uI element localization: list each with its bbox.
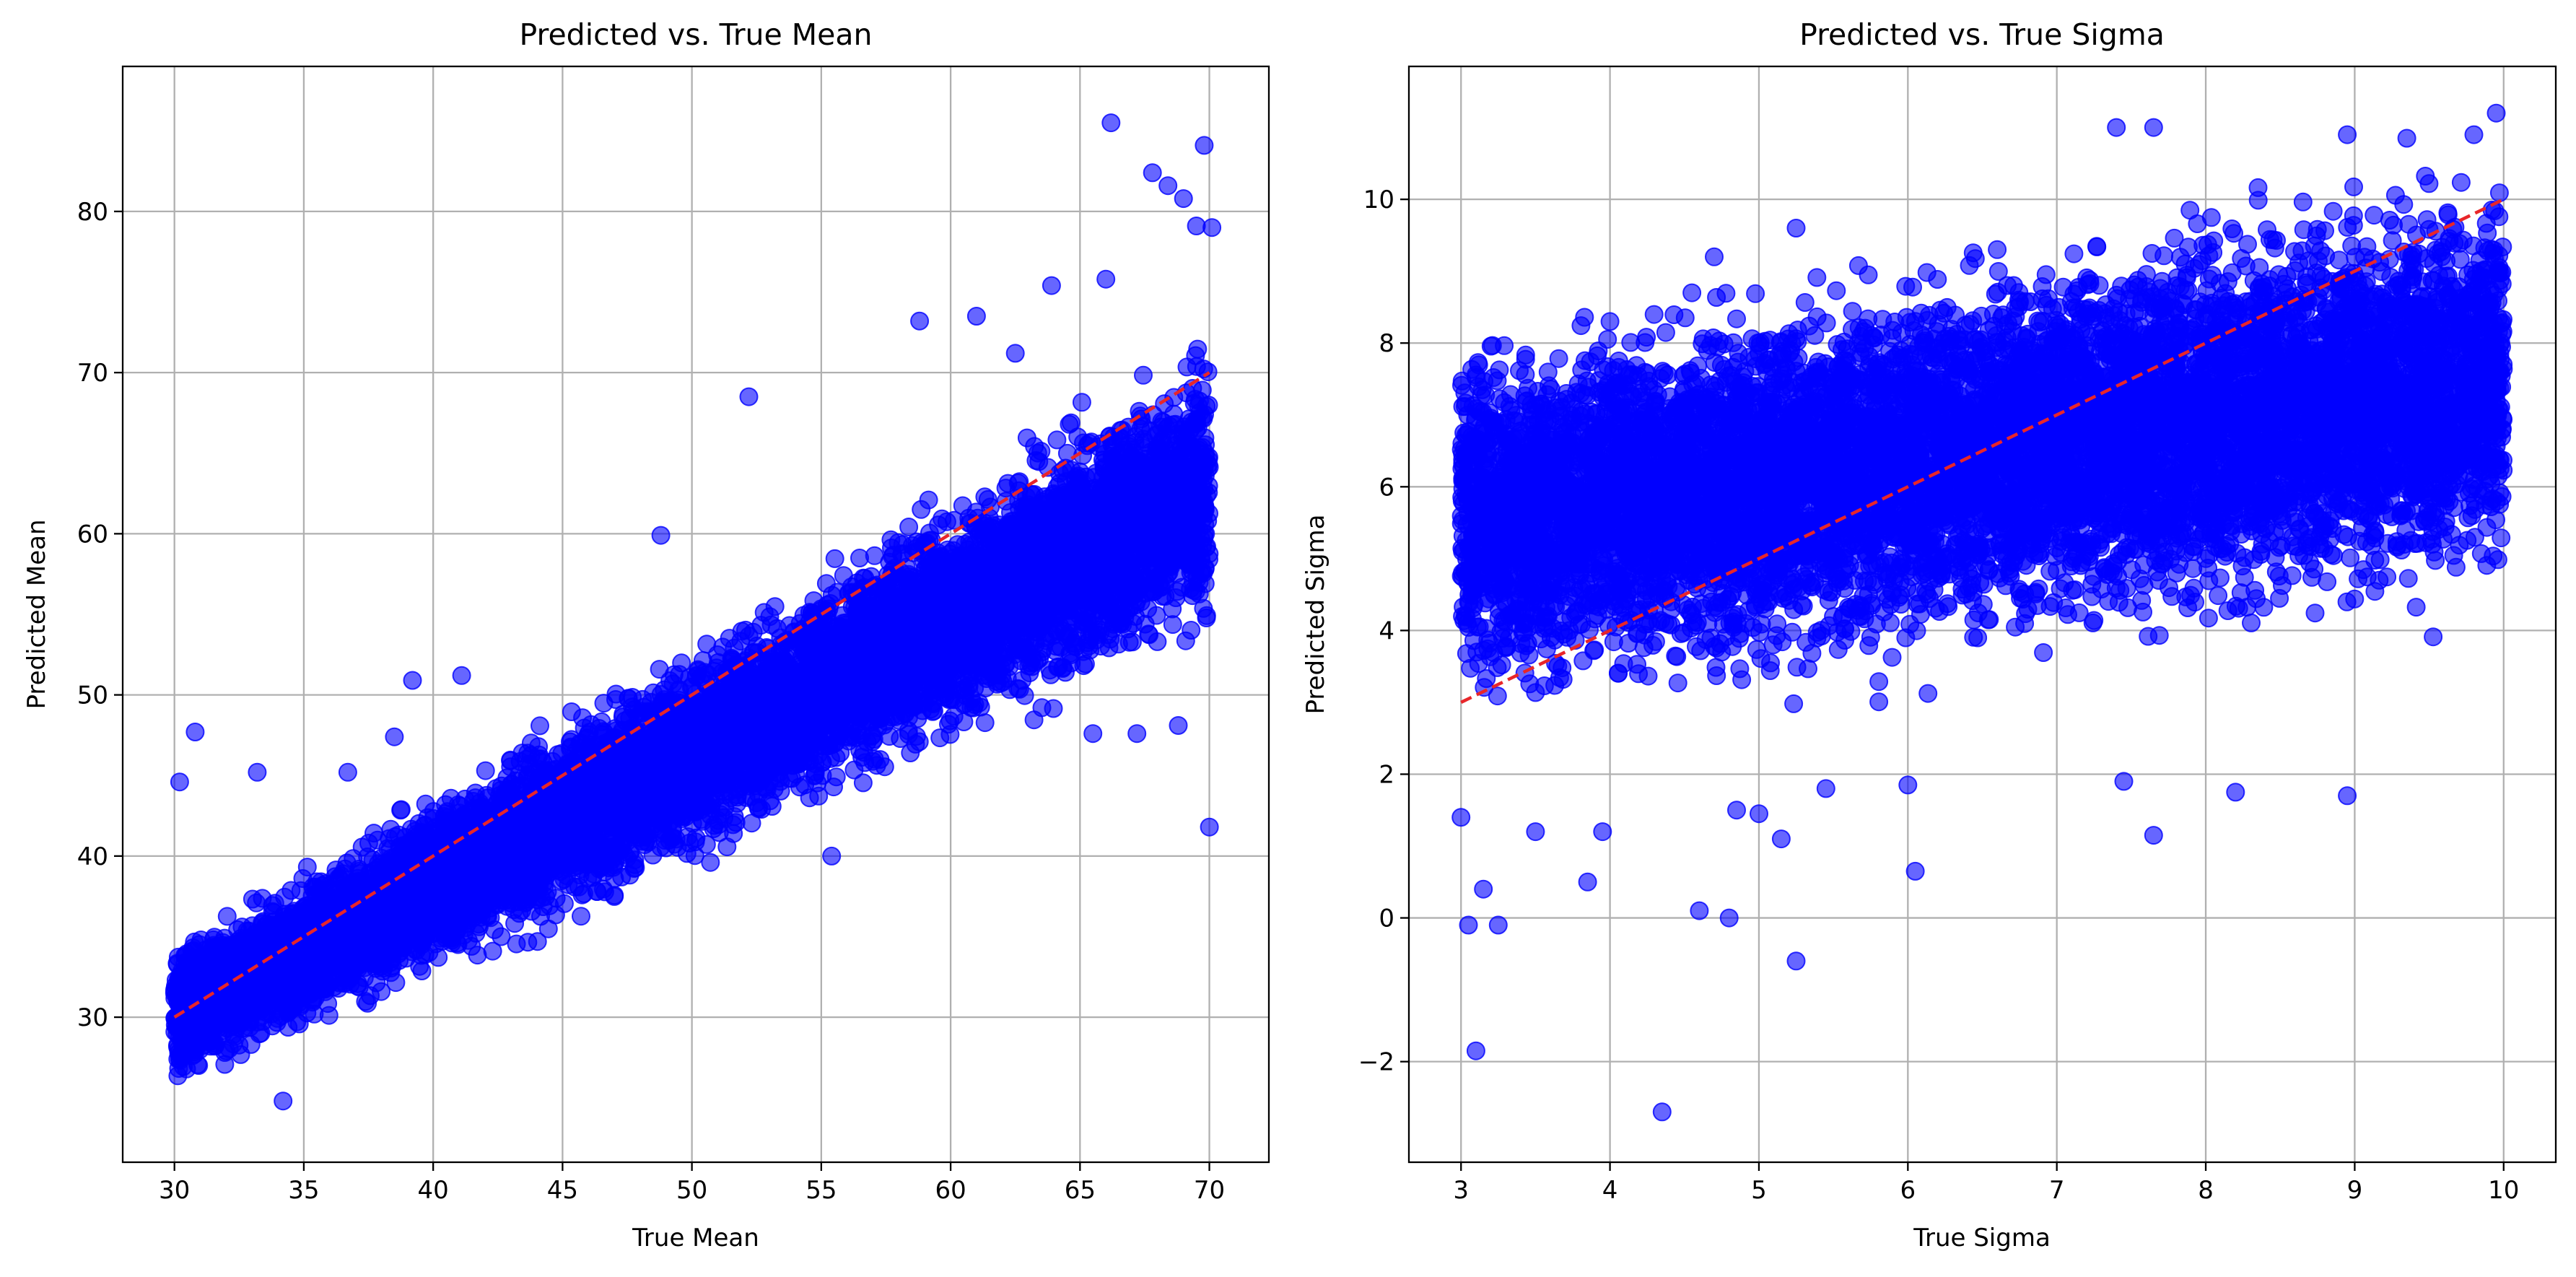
scatter-point (697, 635, 717, 654)
scatter-point (1187, 357, 1206, 376)
scatter-point (1072, 393, 1091, 412)
scatter-point (1163, 615, 1182, 635)
scatter-point (853, 773, 873, 793)
scatter-point (975, 713, 995, 733)
scatter-point (1176, 631, 1195, 650)
scatter-point (1166, 588, 1186, 607)
scatter-point (215, 1055, 235, 1074)
scatter-point (701, 853, 720, 872)
points-mean (165, 113, 1222, 1111)
scatter-point (1134, 365, 1153, 385)
